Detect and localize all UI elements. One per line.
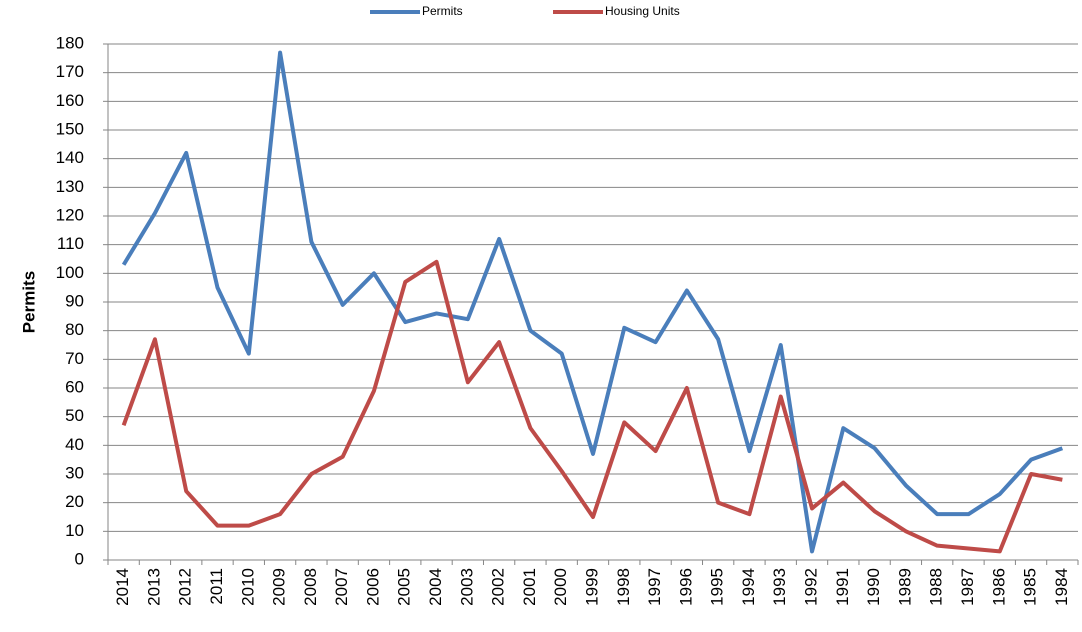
x-tick-label: 1990 [864,568,883,606]
x-tick-label: 1989 [895,568,914,606]
x-tick-label: 2001 [520,568,539,606]
x-tick-label: 1999 [582,568,601,606]
y-tick-label: 60 [65,377,84,396]
x-tick-label: 1994 [739,568,758,606]
data-line [121,50,1064,554]
y-tick-label: 150 [56,119,84,138]
x-tick-label: 1984 [1052,568,1071,606]
y-tick-label: 0 [75,549,84,568]
data-line [121,259,1063,554]
x-tick-label: 1988 [927,568,946,606]
x-tick-label: 2009 [270,568,289,606]
x-tick-label: 2012 [176,568,195,606]
y-tick-label: 10 [65,521,84,540]
x-tick-label: 1993 [770,568,789,606]
y-tick-label: 160 [56,91,84,110]
y-tick-label: 180 [56,33,84,52]
y-tick-label: 80 [65,320,84,339]
y-tick-label: 90 [65,291,84,310]
x-tick-label: 2014 [113,568,132,606]
y-tick-label: 100 [56,263,84,282]
x-tick-label: 2004 [426,568,445,606]
y-tick-label: 110 [57,234,84,253]
y-tick-label: 20 [65,492,84,511]
x-tick-label: 2005 [395,568,414,606]
x-tick-label: 1991 [833,568,852,606]
y-tick-label: 120 [56,205,84,224]
x-tick-label: 1996 [676,568,695,606]
y-tick-label: 30 [65,463,84,482]
y-tick-label: 130 [56,177,84,196]
y-tick-label: 170 [56,62,84,81]
x-tick-label: 1986 [989,568,1008,606]
legend-text: Permits [422,4,463,18]
x-tick-label: 2002 [489,568,508,606]
x-tick-label: 1997 [645,568,664,606]
x-tick-label: 2003 [457,568,476,606]
x-tick-label: 2008 [301,568,320,606]
x-tick-label: 2013 [144,568,163,606]
legend-text: Housing Units [605,4,680,18]
x-tick-label: 2006 [363,568,382,606]
x-tick-label: 2010 [238,568,257,606]
x-tick-label: 1992 [802,568,821,606]
x-tick-label: 2011 [207,568,226,605]
y-tick-label: 70 [65,349,84,368]
x-tick-label: 2000 [551,568,570,606]
x-tick-label: 1995 [708,568,727,606]
x-tick-label: 1985 [1021,568,1040,606]
x-tick-label: 2007 [332,568,351,606]
y-tick-label: 140 [56,148,84,167]
x-tick-label: 1998 [614,568,633,606]
y-tick-label: 40 [65,435,84,454]
y-tick-label: 50 [65,406,84,425]
x-tick-label: 1987 [958,568,977,606]
y-axis-title: Permits [19,271,38,333]
